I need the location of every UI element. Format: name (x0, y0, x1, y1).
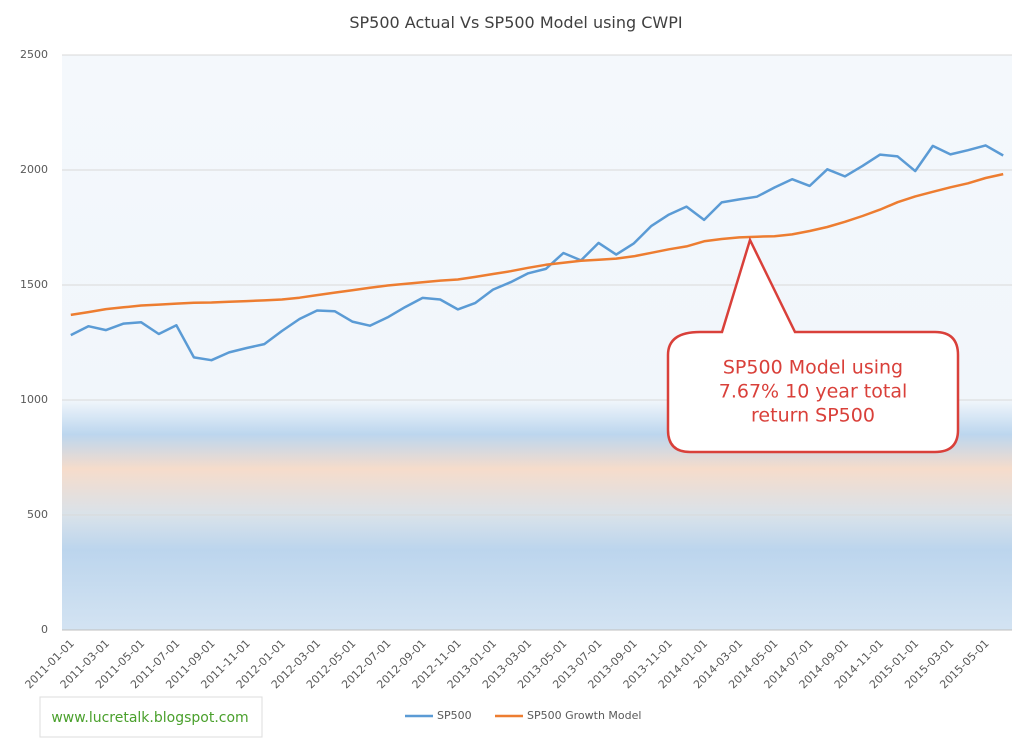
series-line (70, 172, 1004, 317)
y-tick-label: 0 (41, 623, 48, 636)
legend-label: SP500 Growth Model (527, 709, 641, 722)
watermark: www.lucretalk.blogspot.com (51, 710, 248, 726)
callout-shape (666, 236, 960, 454)
y-tick-label: 1500 (20, 278, 48, 291)
y-tick-label: 2500 (20, 48, 48, 61)
series-line (70, 144, 1004, 362)
annotation-text: 7.67% 10 year total (719, 381, 908, 403)
y-tick-label: 2000 (20, 163, 48, 176)
legend-label: SP500 (437, 709, 472, 722)
y-tick-label: 500 (27, 508, 48, 521)
chart-title: SP500 Actual Vs SP500 Model using CWPI (349, 13, 682, 32)
watermark-box (39, 696, 263, 738)
annotation-text: return SP500 (751, 405, 875, 427)
annotation-text: SP500 Model using (723, 357, 903, 379)
y-tick-label: 1000 (20, 393, 48, 406)
